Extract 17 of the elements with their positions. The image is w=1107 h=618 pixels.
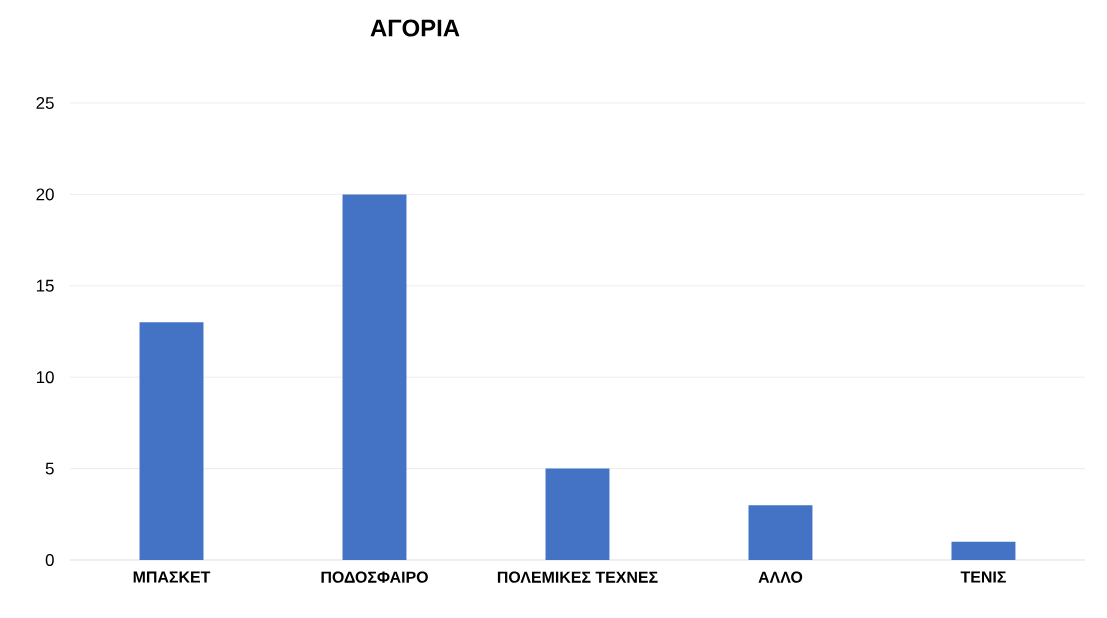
y-tick-label: 5 <box>45 462 54 475</box>
chart-title: ΑΓΟΡΙΑ <box>370 19 460 37</box>
y-tick-label: 10 <box>36 371 54 384</box>
bar <box>545 468 610 560</box>
x-tick-label: ΠΟΛΕΜΙΚΕΣ ΤΕΧΝΕΣ <box>497 571 658 583</box>
y-tick-label: 20 <box>36 188 54 201</box>
y-tick-label: 15 <box>36 279 54 292</box>
y-tick-label: 25 <box>36 96 54 109</box>
x-tick-label: ΜΠΑΣΚΕΤ <box>133 571 211 583</box>
y-tick-label: 0 <box>45 553 54 566</box>
x-tick-label: ΤΕΝΙΣ <box>960 571 1006 583</box>
bar <box>748 505 813 560</box>
bar <box>342 194 407 560</box>
bar <box>951 541 1016 560</box>
x-tick-label: ΠΟΔΟΣΦΑΙΡΟ <box>321 571 428 583</box>
bar <box>139 322 204 560</box>
x-tick-label: ΑΛΛΟ <box>758 571 803 583</box>
